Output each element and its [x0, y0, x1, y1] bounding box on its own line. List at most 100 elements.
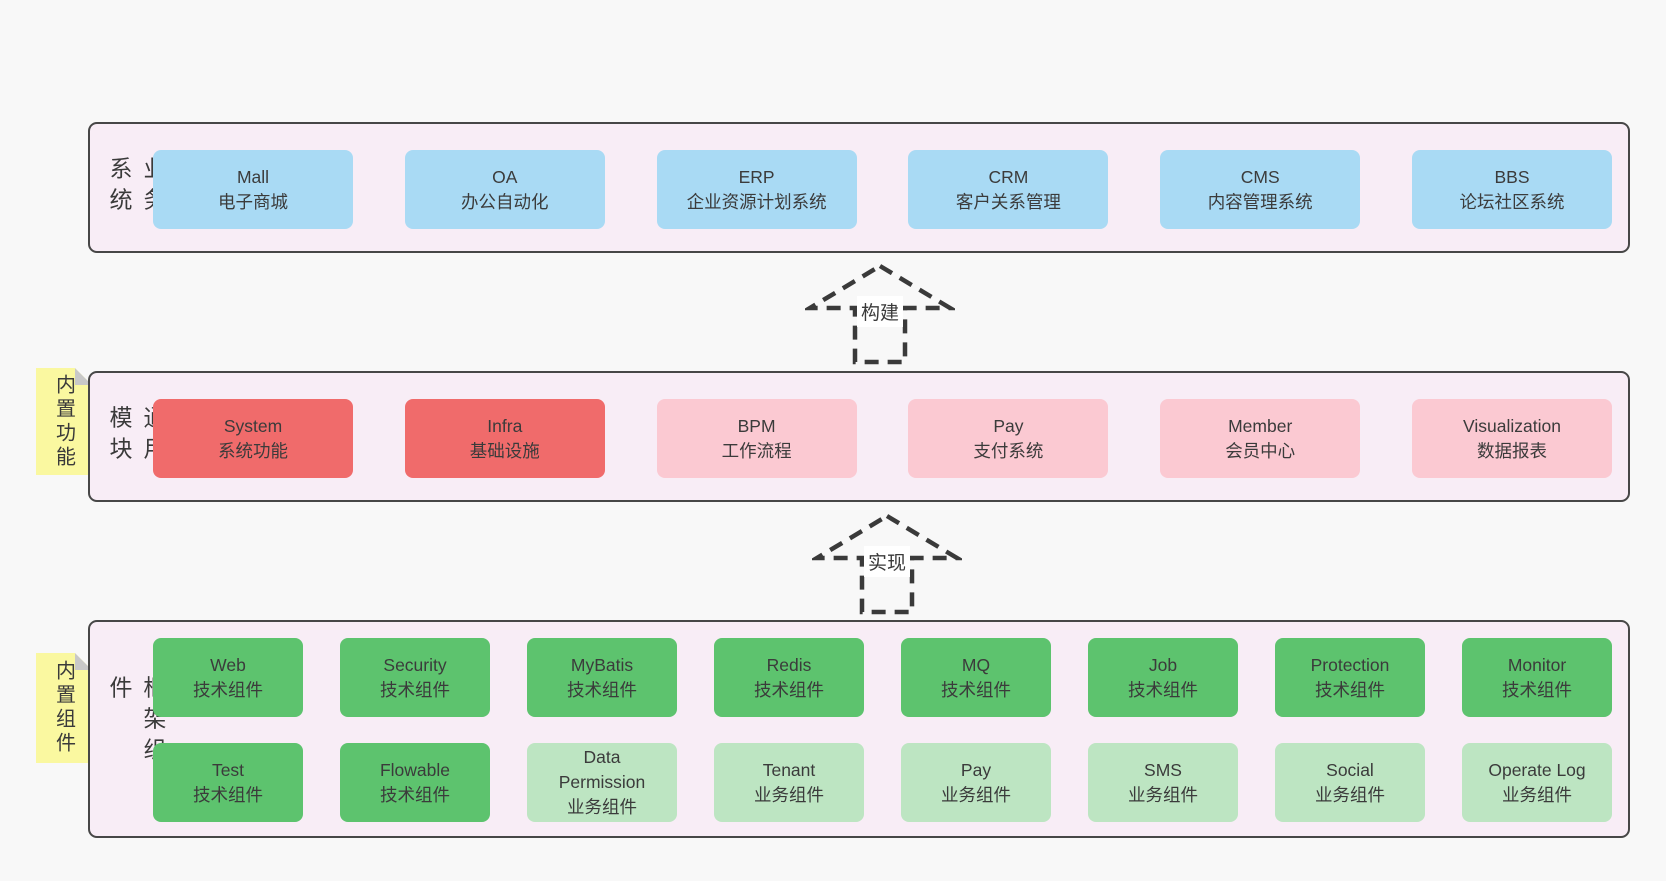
box-subtitle: 客户关系管理: [955, 191, 1061, 212]
box-title: BBS: [1494, 166, 1530, 187]
box-operate-log: Operate Log 业务组件: [1462, 743, 1612, 822]
box-data-permission: Data Permission 业务组件: [527, 743, 677, 822]
box-subtitle: 业务组件: [1315, 784, 1385, 805]
box-infra: Infra 基础设施: [404, 399, 605, 478]
box-subtitle: 技术组件: [1128, 679, 1198, 700]
business-box-row: Mall 电子商城 OA 办公自动化 ERP 企业资源计划系统 CRM 客户关系…: [153, 150, 1612, 229]
modules-box-row: System 系统功能 Infra 基础设施 BPM 工作流程 Pay 支付系统…: [153, 399, 1612, 478]
layer-framework-components: 框架组件 Web 技术组件 Security 技术组件 MyBatis 技术组件…: [88, 620, 1630, 838]
box-title: MyBatis: [570, 654, 634, 675]
box-title: Redis: [766, 654, 812, 675]
box-sms: SMS 业务组件: [1088, 743, 1238, 822]
box-title: System: [223, 415, 283, 436]
box-subtitle: 会员中心: [1225, 440, 1296, 461]
box-social: Social 业务组件: [1275, 743, 1425, 822]
box-subtitle: 支付系统: [973, 440, 1044, 461]
box-web: Web 技术组件: [153, 638, 303, 717]
layer-business-systems: 业务系统 Mall 电子商城 OA 办公自动化 ERP 企业资源计划系统 CRM…: [88, 122, 1630, 253]
sticky-note-label: 内置功能: [52, 373, 75, 470]
box-flowable: Flowable 技术组件: [340, 743, 490, 822]
box-redis: Redis 技术组件: [714, 638, 864, 717]
box-title: Mall: [236, 166, 270, 187]
box-monitor: Monitor 技术组件: [1462, 638, 1612, 717]
box-security: Security 技术组件: [340, 638, 490, 717]
sticky-note-builtin-components: 内置组件: [36, 653, 92, 763]
box-subtitle: 电子商城: [218, 191, 288, 212]
build-arrow: 构建: [805, 258, 955, 368]
box-subtitle: 业务组件: [1128, 784, 1198, 805]
framework-box-row-1: Web 技术组件 Security 技术组件 MyBatis 技术组件 Redi…: [153, 638, 1612, 717]
box-bbs: BBS 论坛社区系统: [1411, 150, 1612, 229]
box-title: Data Permission: [558, 747, 646, 792]
box-subtitle: 业务组件: [754, 784, 824, 805]
box-system: System 系统功能: [153, 399, 353, 478]
box-subtitle: 基础设施: [469, 440, 540, 461]
box-subtitle: 技术组件: [380, 784, 450, 805]
box-protection: Protection 技术组件: [1275, 638, 1425, 717]
box-subtitle: 业务组件: [567, 797, 637, 817]
layer-common-modules: 通用模块 System 系统功能 Infra 基础设施 BPM 工作流程 Pay…: [88, 371, 1630, 502]
box-job: Job 技术组件: [1088, 638, 1238, 717]
box-title: BPM: [737, 415, 776, 436]
box-title: OA: [492, 166, 518, 187]
box-pay: Pay 支付系统: [908, 399, 1109, 478]
up-arrow-icon: [812, 513, 962, 615]
box-subtitle: 业务组件: [1502, 784, 1572, 805]
box-mq: MQ 技术组件: [901, 638, 1051, 717]
box-subtitle: 论坛社区系统: [1459, 191, 1565, 212]
box-subtitle: 业务组件: [941, 784, 1011, 805]
box-subtitle: 企业资源计划系统: [686, 191, 827, 212]
box-erp: ERP 企业资源计划系统: [656, 150, 857, 229]
box-subtitle: 技术组件: [193, 784, 263, 805]
box-visualization: Visualization 数据报表: [1411, 399, 1612, 478]
box-subtitle: 系统功能: [218, 440, 288, 461]
sticky-note-builtin-features: 内置功能: [36, 368, 92, 475]
box-subtitle: 技术组件: [567, 679, 637, 700]
box-pay-business: Pay 业务组件: [901, 743, 1051, 822]
box-title: Protection: [1310, 654, 1390, 675]
box-oa: OA 办公自动化: [404, 150, 605, 229]
box-title: Flowable: [379, 759, 451, 780]
box-title: Tenant: [762, 759, 816, 780]
arrow-label: 实现: [863, 546, 911, 577]
box-subtitle: 工作流程: [721, 440, 792, 461]
box-cms: CMS 内容管理系统: [1160, 150, 1361, 229]
box-test: Test 技术组件: [153, 743, 303, 822]
box-crm: CRM 客户关系管理: [908, 150, 1109, 229]
box-title: Web: [210, 654, 246, 675]
box-mybatis: MyBatis 技术组件: [527, 638, 677, 717]
box-title: Operate Log: [1488, 759, 1586, 780]
box-mall: Mall 电子商城: [153, 150, 353, 229]
box-title: Social: [1326, 759, 1374, 780]
box-subtitle: 技术组件: [1502, 679, 1572, 700]
box-member: Member 会员中心: [1160, 399, 1361, 478]
box-title: Pay: [960, 759, 992, 780]
box-subtitle: 技术组件: [941, 679, 1011, 700]
box-title: Visualization: [1463, 415, 1561, 436]
framework-box-row-2: Test 技术组件 Flowable 技术组件 Data Permission …: [153, 743, 1612, 822]
box-subtitle: 内容管理系统: [1207, 191, 1313, 212]
box-bpm: BPM 工作流程: [656, 399, 857, 478]
arrow-label: 构建: [856, 296, 904, 327]
box-subtitle: 技术组件: [193, 679, 263, 700]
box-title: Infra: [487, 415, 523, 436]
box-title: Security: [383, 654, 447, 675]
up-arrow-icon: [805, 263, 955, 365]
box-title: CMS: [1240, 166, 1280, 187]
implement-arrow: 实现: [812, 508, 962, 618]
box-title: Member: [1228, 415, 1293, 436]
box-subtitle: 技术组件: [754, 679, 824, 700]
box-subtitle: 技术组件: [1315, 679, 1385, 700]
box-title: Test: [211, 759, 245, 780]
box-subtitle: 技术组件: [380, 679, 450, 700]
sticky-note-label: 内置组件: [52, 660, 75, 756]
box-title: Pay: [993, 415, 1024, 436]
box-title: MQ: [961, 654, 991, 675]
box-tenant: Tenant 业务组件: [714, 743, 864, 822]
box-subtitle: 数据报表: [1476, 440, 1547, 461]
box-title: SMS: [1144, 759, 1182, 780]
box-subtitle: 办公自动化: [461, 191, 549, 212]
box-title: ERP: [738, 166, 775, 187]
box-title: CRM: [988, 166, 1029, 187]
